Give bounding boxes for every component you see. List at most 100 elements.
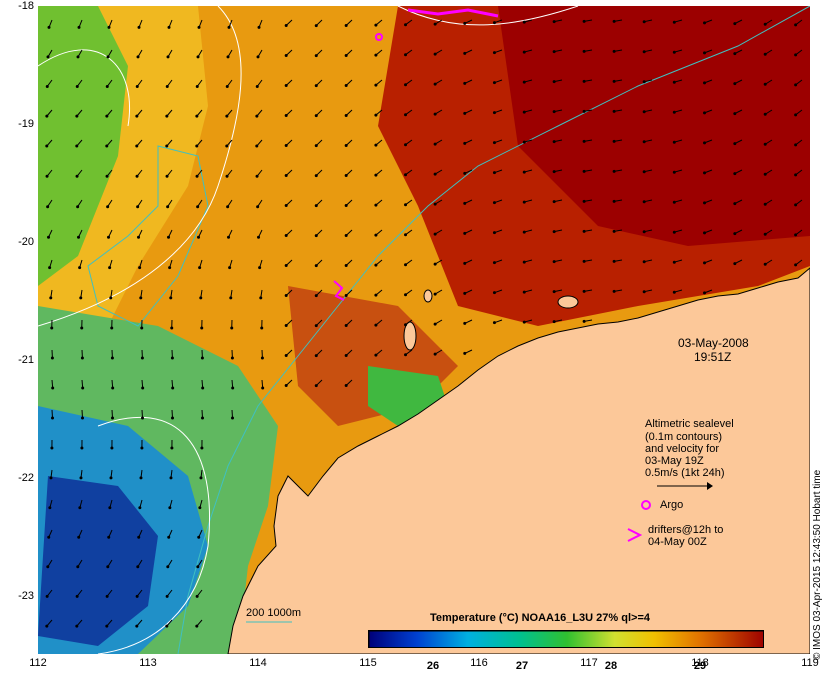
velocity-arrow-head [46,565,50,569]
velocity-arrow-head [492,111,496,115]
velocity-arrow-head [256,205,260,209]
velocity-arrow-head [284,23,288,27]
velocity-arrow-head [75,624,79,628]
velocity-arrow-head [107,535,111,539]
velocity-arrow-head [51,386,55,390]
velocity-arrow-head [45,594,49,598]
velocity-arrow-head [258,266,262,270]
velocity-arrow-head [582,199,586,203]
velocity-arrow-head [256,55,260,59]
velocity-arrow-head [314,84,318,88]
velocity-arrow-head [344,83,348,87]
velocity-arrow-head [344,203,348,207]
velocity-arrow-head [284,83,288,87]
velocity-arrow-head [135,624,139,628]
velocity-arrow-head [47,235,51,239]
drifter-track [333,280,345,301]
velocity-arrow-head [404,23,408,27]
velocity-arrow-head [492,261,496,265]
velocity-arrow-head [463,51,467,55]
velocity-arrow-head [612,79,616,83]
velocity-arrow-head [703,231,707,235]
velocity-arrow-head [314,324,318,328]
velocity-arrow-head [552,200,556,204]
velocity-arrow-head [284,323,288,327]
key-velocity-arrow [657,482,713,490]
velocity-arrow-head [733,112,737,116]
velocity-arrow-head [733,52,737,56]
velocity-arrow-head [404,173,408,177]
velocity-arrow-head [105,144,109,148]
velocity-arrow-head [703,201,707,205]
velocity-arrow-head [492,291,496,295]
velocity-arrow-head [167,535,171,539]
velocity-arrow-head [201,386,205,390]
velocity-arrow-head [166,565,170,569]
velocity-arrow-head [169,296,173,300]
key-line: 0.5m/s (1kt 24h) [645,467,725,479]
colorbar-title: Temperature (°C) NOAA16_L3U 27% ql>=4 [430,612,650,624]
sst-region-hot [498,6,810,246]
velocity-arrow-head [106,205,110,209]
sst-region-green [38,6,128,286]
velocity-arrow-head [165,84,169,88]
velocity-arrow-head [260,326,264,330]
velocity-arrow-head [612,289,616,293]
velocity-arrow-head [106,565,110,569]
velocity-arrow-head [672,230,676,234]
velocity-arrow-head [374,83,378,87]
lon-label: 114 [249,657,267,669]
velocity-arrow-head [374,173,378,177]
velocity-arrow-head [672,170,676,174]
velocity-arrow-head [404,353,408,357]
velocity-arrow-head [763,22,767,26]
velocity-arrow-head [227,235,231,239]
velocity-arrow-head [552,260,556,264]
velocity-arrow-head [763,232,767,236]
colorbar [368,630,764,648]
velocity-arrow-head [733,172,737,176]
velocity-arrow-head [374,143,378,147]
velocity-arrow-head [492,81,496,85]
velocity-arrow-head [165,144,169,148]
velocity-arrow-head [522,80,526,84]
velocity-arrow-head [522,50,526,54]
velocity-arrow-head [642,50,646,54]
depth-legend: 200 1000m [246,607,302,619]
velocity-arrow-head [703,51,707,55]
velocity-arrow-head [582,109,586,113]
key-line: and velocity for [645,443,719,455]
velocity-arrow-head [703,261,707,265]
velocity-arrow-head [344,383,348,387]
drifter-legend-icon [627,528,642,542]
velocity-arrow-head [261,386,265,390]
velocity-arrow-head [49,476,53,480]
lon-label: 117 [580,657,598,669]
timestamp-date: 03-May-2008 [678,336,749,350]
velocity-arrow-head [582,289,586,293]
velocity-arrow-head [257,25,261,29]
velocity-arrow-head [763,112,767,116]
bathy-200m [87,145,209,327]
velocity-arrow-head [794,263,798,267]
velocity-arrow-head [522,110,526,114]
velocity-arrow-head [76,55,80,59]
velocity-arrow-head [642,170,646,174]
velocity-arrow-head [165,594,169,598]
land-mass [227,267,810,654]
velocity-arrow-head [463,231,467,235]
key-line: 03-May 19Z [645,455,704,467]
velocity-arrow-head [199,296,203,300]
velocity-arrow-head [552,290,556,294]
velocity-arrow-head [612,139,616,143]
velocity-arrow-head [108,506,112,510]
velocity-arrow-head [109,476,113,480]
velocity-arrow-head [201,416,205,420]
lon-label: 118 [691,657,709,669]
velocity-arrows [45,19,803,628]
velocity-arrow-head [75,84,79,88]
lat-label: -20 [18,236,34,248]
velocity-arrow-head [111,386,115,390]
velocity-arrow-head [170,356,174,360]
velocity-arrow-head [612,259,616,263]
